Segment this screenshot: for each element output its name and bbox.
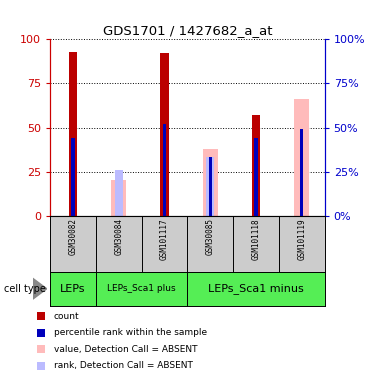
Text: GSM101118: GSM101118 [252, 218, 260, 260]
Text: GSM30084: GSM30084 [114, 218, 123, 255]
Polygon shape [33, 278, 47, 299]
Bar [295, 99, 309, 216]
Text: value, Detection Call = ABSENT: value, Detection Call = ABSENT [54, 345, 197, 354]
Text: GSM30082: GSM30082 [69, 218, 78, 255]
Text: GSM101117: GSM101117 [160, 218, 169, 260]
Bar [252, 115, 260, 216]
Text: rank, Detection Call = ABSENT: rank, Detection Call = ABSENT [54, 361, 193, 370]
Bar [111, 180, 126, 216]
Bar [163, 124, 166, 216]
Text: GSM101119: GSM101119 [297, 218, 306, 260]
Text: LEPs: LEPs [60, 284, 86, 294]
Text: LEPs_Sca1 plus: LEPs_Sca1 plus [107, 284, 176, 293]
Text: count: count [54, 312, 79, 321]
Text: percentile rank within the sample: percentile rank within the sample [54, 328, 207, 337]
Bar [209, 158, 212, 216]
Bar [160, 54, 168, 216]
Text: LEPs_Sca1 minus: LEPs_Sca1 minus [208, 283, 304, 294]
Text: cell type: cell type [4, 284, 46, 294]
Bar [203, 148, 217, 216]
Bar [71, 138, 75, 216]
Bar [255, 138, 257, 216]
Bar [300, 129, 303, 216]
Bar [206, 158, 214, 216]
Bar [69, 52, 77, 216]
Bar [115, 170, 123, 216]
Text: GSM30085: GSM30085 [206, 218, 215, 255]
Title: GDS1701 / 1427682_a_at: GDS1701 / 1427682_a_at [103, 24, 272, 37]
